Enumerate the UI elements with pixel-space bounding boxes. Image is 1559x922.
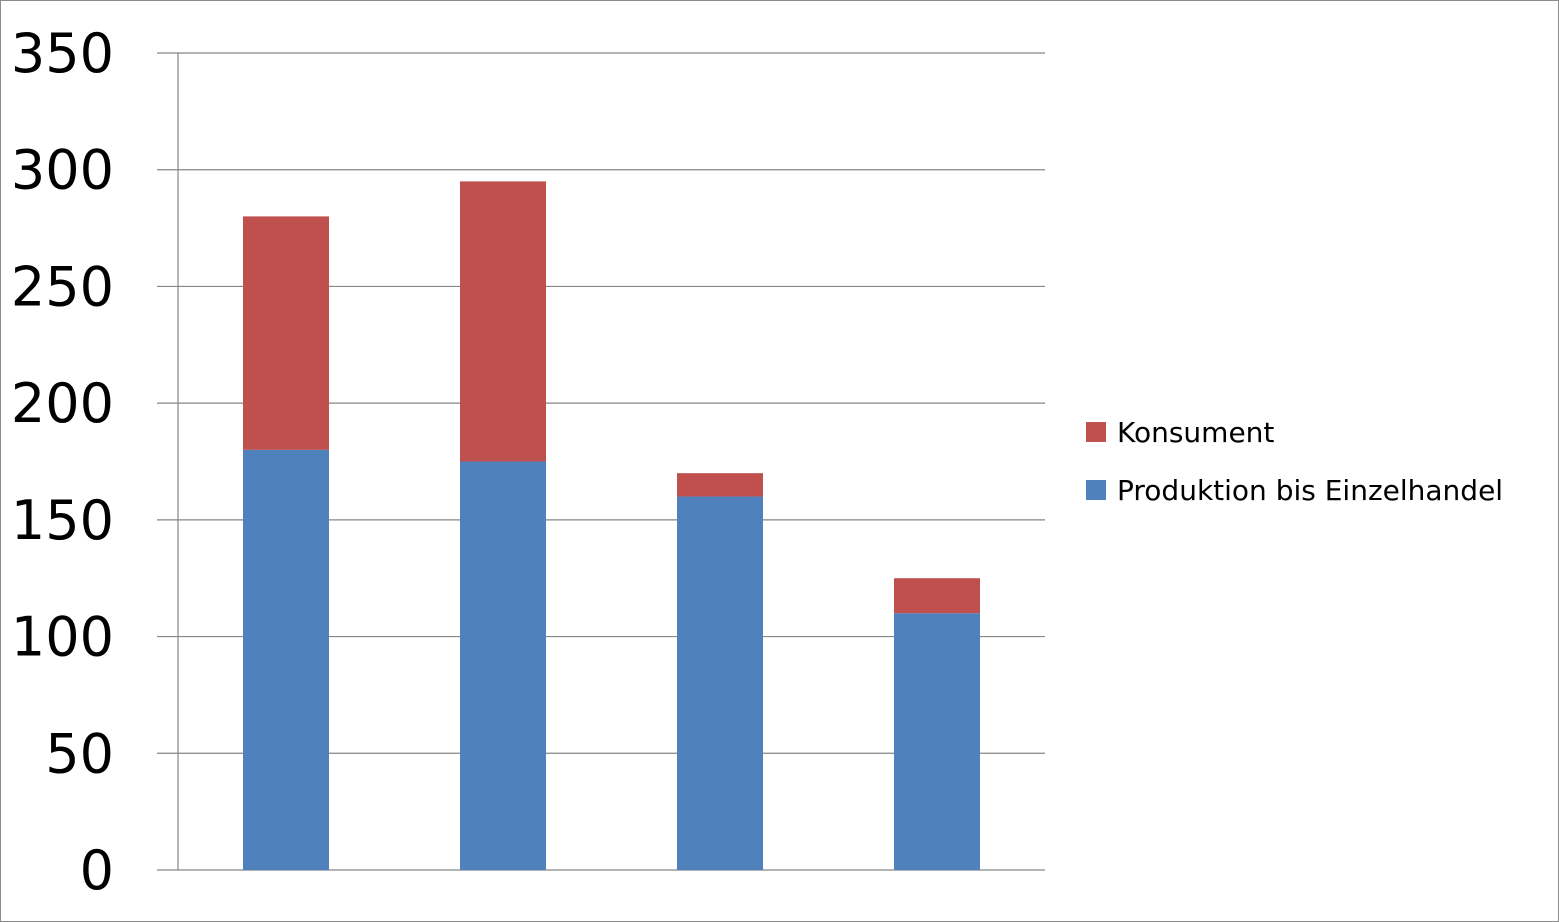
y-tick-label: 250 [11,255,114,318]
bars [243,181,980,870]
bar-produktion-3 [677,496,763,870]
bar-produktion-4 [894,613,980,870]
bar-konsument-3 [677,473,763,497]
legend-label-konsument: Konsument [1117,416,1274,449]
y-axis-ticks: 0 50 100 150 200 250 300 350 [11,22,114,902]
y-tick-label: 100 [11,606,114,669]
bar-konsument-1 [243,216,329,450]
legend-label-produktion: Produktion bis Einzelhandel [1117,474,1503,507]
legend-swatch-konsument [1086,422,1106,442]
legend: Konsument Produktion bis Einzelhandel [1086,416,1503,507]
y-tick-label: 0 [80,839,114,902]
bar-produktion-2 [460,461,546,870]
y-tick-label: 50 [45,722,114,785]
bar-konsument-2 [460,181,546,462]
bar-konsument-4 [894,578,980,614]
y-tick-label: 150 [11,489,114,552]
y-tick-label: 350 [11,22,114,85]
y-tick-label: 200 [11,372,114,435]
y-tick-label: 300 [11,139,114,202]
bar-produktion-1 [243,449,329,870]
legend-swatch-produktion [1086,480,1106,500]
